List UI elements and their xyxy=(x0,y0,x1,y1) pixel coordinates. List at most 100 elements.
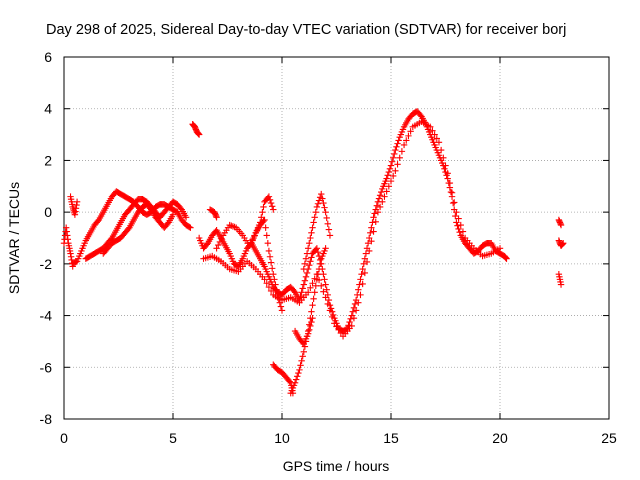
data-point-marker xyxy=(383,175,390,182)
data-point-marker xyxy=(322,294,329,301)
data-point-marker xyxy=(297,292,304,300)
data-point-marker xyxy=(313,245,321,252)
data-point-marker xyxy=(387,162,395,169)
data-point-marker xyxy=(313,276,321,283)
data-point-marker xyxy=(349,308,357,315)
data-point-marker xyxy=(296,366,303,374)
data-point-marker xyxy=(261,216,268,224)
data-point-marker xyxy=(355,286,362,293)
data-point-marker xyxy=(304,245,312,252)
data-point-marker xyxy=(321,204,328,211)
data-point-marker xyxy=(270,206,277,213)
data-point-marker xyxy=(453,219,460,226)
data-point-marker xyxy=(322,245,329,252)
data-point-marker xyxy=(146,205,154,212)
data-point-marker xyxy=(454,222,461,229)
data-point-marker xyxy=(312,282,319,290)
data-point-marker xyxy=(447,188,455,196)
data-point-marker xyxy=(396,154,403,162)
data-point-marker xyxy=(195,131,203,138)
data-point-marker xyxy=(314,271,322,278)
data-point-marker xyxy=(557,221,565,229)
data-point-marker xyxy=(384,172,391,179)
data-point-marker xyxy=(306,326,313,333)
data-point-marker xyxy=(263,232,270,239)
data-point-marker xyxy=(94,217,101,225)
data-point-marker xyxy=(72,258,80,266)
data-point-marker xyxy=(306,261,313,269)
data-point-marker xyxy=(441,165,448,173)
data-point-marker xyxy=(265,193,273,200)
y-tick-label: -4 xyxy=(40,308,53,324)
data-point-marker xyxy=(379,198,386,205)
y-tick-label: -8 xyxy=(40,411,53,427)
data-point-marker xyxy=(260,203,267,211)
data-point-marker xyxy=(264,239,272,247)
data-point-marker xyxy=(182,214,190,221)
data-point-marker xyxy=(273,286,280,293)
data-point-marker xyxy=(203,241,210,248)
data-point-marker xyxy=(433,135,440,142)
data-point-marker xyxy=(385,183,393,190)
data-point-marker xyxy=(213,214,220,221)
data-point-marker xyxy=(388,158,396,165)
x-tick-label: 0 xyxy=(60,430,68,446)
data-point-marker xyxy=(322,208,329,216)
data-point-marker xyxy=(177,205,184,212)
data-point-marker xyxy=(368,238,375,245)
data-point-marker xyxy=(318,282,325,290)
data-point-marker xyxy=(361,269,369,277)
data-point-marker xyxy=(169,211,177,218)
data-point-marker xyxy=(503,255,510,262)
data-point-marker xyxy=(311,214,318,221)
data-point-marker xyxy=(403,137,410,144)
data-point-marker xyxy=(395,137,402,144)
data-point-marker xyxy=(308,229,315,237)
data-point-marker xyxy=(446,179,454,187)
x-axis-label: GPS time / hours xyxy=(283,458,390,474)
data-point-marker xyxy=(345,322,352,329)
data-point-marker xyxy=(304,289,312,296)
data-point-marker xyxy=(267,259,275,266)
data-point-marker xyxy=(298,357,305,365)
data-point-marker xyxy=(371,210,378,217)
data-point-marker xyxy=(326,232,334,239)
data-point-marker xyxy=(73,198,81,205)
data-point-marker xyxy=(304,330,312,337)
data-point-marker xyxy=(370,228,377,235)
data-point-marker xyxy=(316,260,324,268)
data-point-marker xyxy=(328,313,336,321)
data-point-marker xyxy=(291,379,299,386)
data-point-marker xyxy=(307,234,314,242)
data-point-marker xyxy=(325,296,333,304)
data-point-marker xyxy=(311,289,318,296)
data-point-marker xyxy=(368,224,375,231)
data-point-marker xyxy=(292,376,300,383)
data-point-marker xyxy=(290,287,298,295)
data-point-marker xyxy=(400,141,408,149)
data-point-marker xyxy=(366,234,373,242)
data-point-marker xyxy=(265,283,273,291)
data-point-marker xyxy=(275,295,282,302)
data-series-sdtvar xyxy=(60,108,567,397)
data-point-marker xyxy=(300,265,307,273)
data-point-marker xyxy=(352,307,360,314)
data-point-marker xyxy=(307,322,314,330)
data-point-marker xyxy=(440,154,447,162)
data-point-marker xyxy=(387,177,395,185)
data-point-marker xyxy=(389,172,397,180)
data-point-marker xyxy=(337,329,345,337)
data-point-marker xyxy=(451,199,458,206)
data-point-marker xyxy=(315,197,323,204)
y-tick-label: 0 xyxy=(44,204,52,220)
data-point-marker xyxy=(318,190,325,198)
data-point-marker xyxy=(309,224,316,231)
data-point-marker xyxy=(369,219,376,226)
data-point-marker xyxy=(260,217,267,225)
data-point-marker xyxy=(453,208,460,216)
data-point-marker xyxy=(301,260,309,268)
data-point-marker xyxy=(351,300,359,308)
data-point-marker xyxy=(323,286,330,293)
data-point-marker xyxy=(261,276,268,283)
data-point-marker xyxy=(333,323,340,330)
